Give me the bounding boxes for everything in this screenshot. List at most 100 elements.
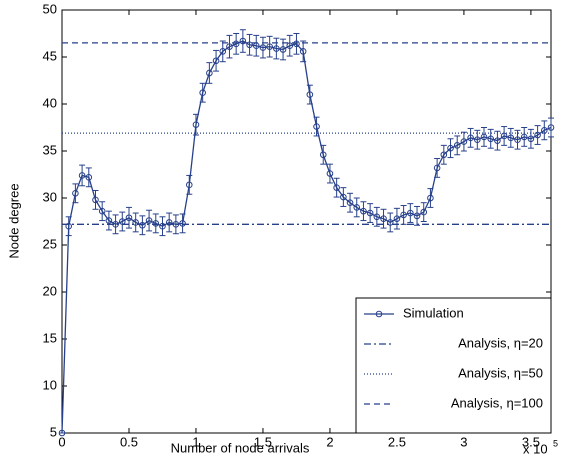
marker xyxy=(58,429,66,437)
marker xyxy=(259,44,267,51)
legend-marker xyxy=(375,310,383,318)
y-tick-label: 40 xyxy=(43,95,57,110)
marker xyxy=(85,174,93,181)
error-bar xyxy=(286,34,293,57)
x-tick-label: 2.5 xyxy=(388,434,406,449)
marker xyxy=(346,199,354,206)
marker xyxy=(453,142,461,149)
marker xyxy=(72,190,79,197)
y-tick-label: 20 xyxy=(43,283,57,298)
marker xyxy=(179,220,186,227)
marker xyxy=(333,184,340,191)
marker xyxy=(340,193,347,201)
marker xyxy=(65,222,72,230)
marker xyxy=(286,42,294,50)
marker xyxy=(326,170,334,177)
error-bar xyxy=(340,187,347,207)
marker xyxy=(487,135,495,143)
legend-label: Analysis, η=100 xyxy=(451,395,543,410)
error-bar xyxy=(548,117,554,138)
error-bar xyxy=(333,177,340,198)
error-bar xyxy=(306,84,313,105)
error-bar xyxy=(434,158,441,178)
marker xyxy=(98,207,106,215)
error-bar xyxy=(427,188,434,208)
marker xyxy=(386,219,394,226)
x-tick-label: 2 xyxy=(326,434,333,449)
error-bar xyxy=(393,207,400,230)
marker xyxy=(165,219,173,226)
marker xyxy=(246,41,253,49)
error-bar xyxy=(159,216,166,237)
marker xyxy=(541,127,548,134)
marker xyxy=(407,209,414,217)
error-bar xyxy=(320,144,327,165)
y-tick-label: 25 xyxy=(43,236,57,251)
y-tick-label: 35 xyxy=(43,142,57,157)
x-tick-label: 1 xyxy=(192,434,199,449)
error-bar xyxy=(467,127,474,148)
error-bar xyxy=(72,183,79,204)
error-bar xyxy=(79,164,86,187)
marker xyxy=(400,211,407,219)
x-multiplier-exponent: 5 xyxy=(553,438,558,448)
error-bar xyxy=(213,49,220,72)
error-bar xyxy=(239,29,246,53)
error-bar xyxy=(420,202,427,222)
x-tick-label: 3 xyxy=(460,434,467,449)
error-bar xyxy=(166,212,173,233)
error-bar xyxy=(105,210,112,231)
error-bar xyxy=(85,167,92,188)
x-tick-label: 3.5 xyxy=(522,434,540,449)
error-bar xyxy=(65,216,72,237)
error-bar xyxy=(514,129,521,150)
marker xyxy=(527,135,535,143)
y-tick-label: 30 xyxy=(43,189,57,204)
marker xyxy=(547,124,555,131)
error-bar xyxy=(460,131,467,152)
error-bar xyxy=(407,203,414,223)
marker xyxy=(474,136,481,144)
x-tick-label: 0 xyxy=(58,434,65,449)
x-tick-label: 1.5 xyxy=(254,434,272,449)
y-tick-label: 5 xyxy=(50,424,57,439)
marker xyxy=(413,212,421,220)
error-bar xyxy=(447,138,454,159)
error-bar xyxy=(226,34,233,59)
error-bar xyxy=(326,163,333,184)
marker xyxy=(226,43,233,50)
error-bar xyxy=(273,37,280,60)
error-bar xyxy=(454,135,461,156)
marker xyxy=(145,217,153,224)
error-bar xyxy=(112,214,119,235)
error-bar xyxy=(132,212,139,233)
marker xyxy=(206,69,213,77)
marker xyxy=(105,217,113,224)
error-bar xyxy=(92,189,99,210)
marker xyxy=(239,37,247,45)
x-multiplier: x 10 xyxy=(523,441,548,456)
marker xyxy=(266,43,273,50)
error-bar xyxy=(192,113,199,136)
marker xyxy=(373,213,381,221)
marker xyxy=(500,132,508,140)
marker xyxy=(534,131,541,139)
marker xyxy=(353,204,361,211)
marker xyxy=(132,219,139,226)
marker xyxy=(514,136,521,144)
error-bar xyxy=(199,82,206,103)
error-bar xyxy=(541,120,548,141)
legend: Simulation Analysis, η=20 Analysis, η=50 An… xyxy=(355,297,552,434)
marker xyxy=(460,138,468,145)
marker xyxy=(306,91,314,98)
y-tick-label: 10 xyxy=(43,377,57,392)
marker xyxy=(520,133,528,141)
error-bar xyxy=(146,209,153,232)
error-bar xyxy=(139,215,146,236)
legend-label: Analysis, η=50 xyxy=(458,365,543,380)
error-bar xyxy=(360,201,367,222)
marker xyxy=(420,208,428,216)
legend-box xyxy=(355,297,552,434)
error-bar xyxy=(487,128,494,149)
marker xyxy=(299,48,307,55)
